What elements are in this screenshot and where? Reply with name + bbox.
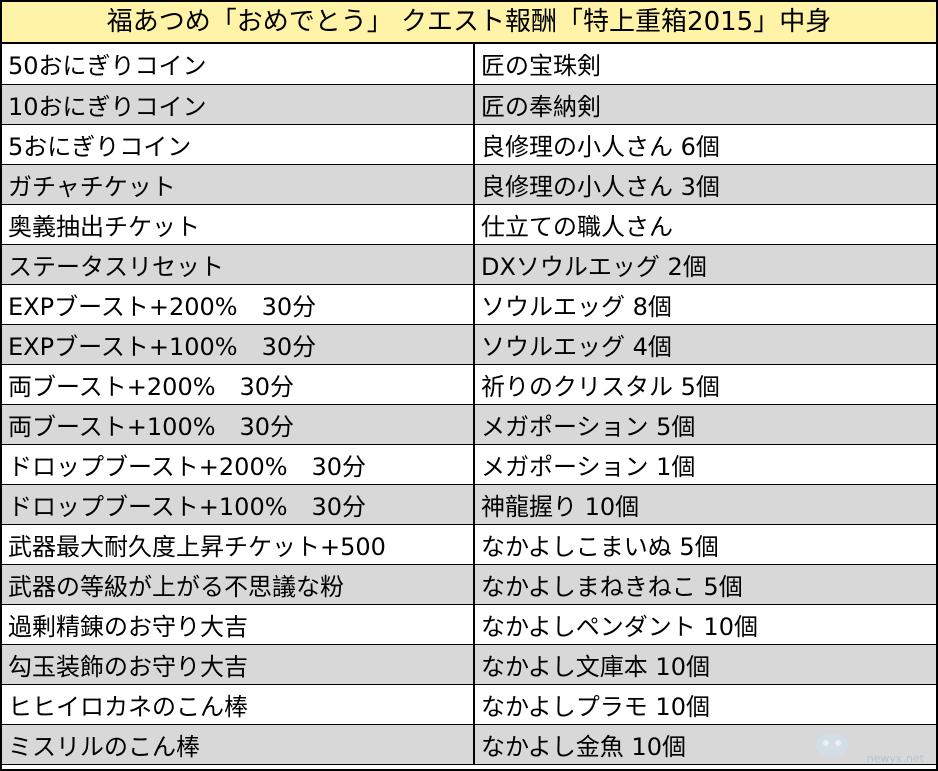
- table-row: 武器最大耐久度上昇チケット+500 なかよしこまいぬ 5個: [2, 524, 936, 565]
- reward-item-right: なかよしこまいぬ 5個: [474, 524, 936, 565]
- table-row: 過剰精錬のお守り大吉 なかよしペンダント 10個: [2, 604, 936, 645]
- mascot-logo-icon: [815, 733, 849, 757]
- reward-item-left: 過剰精錬のお守り大吉: [2, 604, 475, 645]
- reward-item-left: ミスリルのこん棒: [2, 724, 475, 765]
- watermark: newyx.net: [812, 725, 932, 765]
- table-row: ミスリルのこん棒 なかよし金魚 10個: [2, 724, 936, 765]
- table-row: 両ブースト+200% 30分 祈りのクリスタル 5個: [2, 364, 936, 405]
- reward-table: 50おにぎりコイン 匠の宝珠剣 10おにぎりコイン 匠の奉納剣 5おにぎりコイン 良修理の…: [2, 44, 936, 765]
- table-row: ガチャチケット 良修理の小人さん 3個: [2, 164, 936, 205]
- reward-item-right: 仕立ての職人さん: [474, 204, 936, 245]
- table-row: EXPブースト+200% 30分 ソウルエッグ 8個: [2, 284, 936, 325]
- reward-item-right: なかよし文庫本 10個: [474, 644, 936, 685]
- table-row: 勾玉装飾のお守り大吉 なかよし文庫本 10個: [2, 644, 936, 685]
- table-row: 50おにぎりコイン 匠の宝珠剣: [2, 44, 936, 85]
- reward-item-left: 勾玉装飾のお守り大吉: [2, 644, 475, 685]
- reward-item-left: EXPブースト+200% 30分: [2, 284, 475, 325]
- reward-item-left: ドロップブースト+200% 30分: [2, 444, 475, 485]
- table-row: 武器の等級が上がる不思議な粉 なかよしまねきねこ 5個: [2, 564, 936, 605]
- reward-item-right: DXソウルエッグ 2個: [474, 244, 936, 285]
- reward-item-right: メガポーション 5個: [474, 404, 936, 445]
- reward-item-left: ステータスリセット: [2, 244, 475, 285]
- reward-item-right: 良修理の小人さん 6個: [474, 124, 936, 165]
- reward-item-right: ソウルエッグ 4個: [474, 324, 936, 365]
- reward-item-left: 5おにぎりコイン: [2, 124, 475, 165]
- reward-item-right: メガポーション 1個: [474, 444, 936, 485]
- table-row: ドロップブースト+100% 30分 神龍握り 10個: [2, 484, 936, 525]
- reward-item-left: ドロップブースト+100% 30分: [2, 484, 475, 525]
- reward-item-left: 10おにぎりコイン: [2, 84, 475, 125]
- table-row: EXPブースト+100% 30分 ソウルエッグ 4個: [2, 324, 936, 365]
- reward-item-right: なかよしペンダント 10個: [474, 604, 936, 645]
- reward-item-right: 祈りのクリスタル 5個: [474, 364, 936, 405]
- reward-item-right: なかよしまねきねこ 5個: [474, 564, 936, 605]
- reward-item-left: ヒヒイロカネのこん棒: [2, 684, 475, 725]
- table-row: 両ブースト+100% 30分 メガポーション 5個: [2, 404, 936, 445]
- page-title: 福あつめ「おめでとう」 クエスト報酬「特上重箱2015」中身: [2, 2, 936, 44]
- reward-item-left: ガチャチケット: [2, 164, 475, 205]
- reward-item-right: なかよしプラモ 10個: [474, 684, 936, 725]
- table-row: 10おにぎりコイン 匠の奉納剣: [2, 84, 936, 125]
- reward-item-left: 両ブースト+100% 30分: [2, 404, 475, 445]
- table-row: ドロップブースト+200% 30分 メガポーション 1個: [2, 444, 936, 485]
- reward-item-left: 武器最大耐久度上昇チケット+500: [2, 524, 475, 565]
- table-row: ステータスリセット DXソウルエッグ 2個: [2, 244, 936, 285]
- reward-item-left: 奥義抽出チケット: [2, 204, 475, 245]
- reward-item-right: 良修理の小人さん 3個: [474, 164, 936, 205]
- reward-item-right: 匠の宝珠剣: [474, 44, 936, 85]
- table-row: ヒヒイロカネのこん棒 なかよしプラモ 10個: [2, 684, 936, 725]
- reward-item-left: 50おにぎりコイン: [2, 44, 475, 85]
- reward-item-right: なかよし金魚 10個: [474, 724, 936, 765]
- watermark-text: newyx.net: [866, 752, 924, 765]
- reward-item-right: 神龍握り 10個: [474, 484, 936, 525]
- table-row: 奥義抽出チケット 仕立ての職人さん: [2, 204, 936, 245]
- reward-item-left: EXPブースト+100% 30分: [2, 324, 475, 365]
- table-row: 5おにぎりコイン 良修理の小人さん 6個: [2, 124, 936, 165]
- reward-item-right: ソウルエッグ 8個: [474, 284, 936, 325]
- reward-item-right: 匠の奉納剣: [474, 84, 936, 125]
- reward-item-left: 両ブースト+200% 30分: [2, 364, 475, 405]
- reward-item-left: 武器の等級が上がる不思議な粉: [2, 564, 475, 605]
